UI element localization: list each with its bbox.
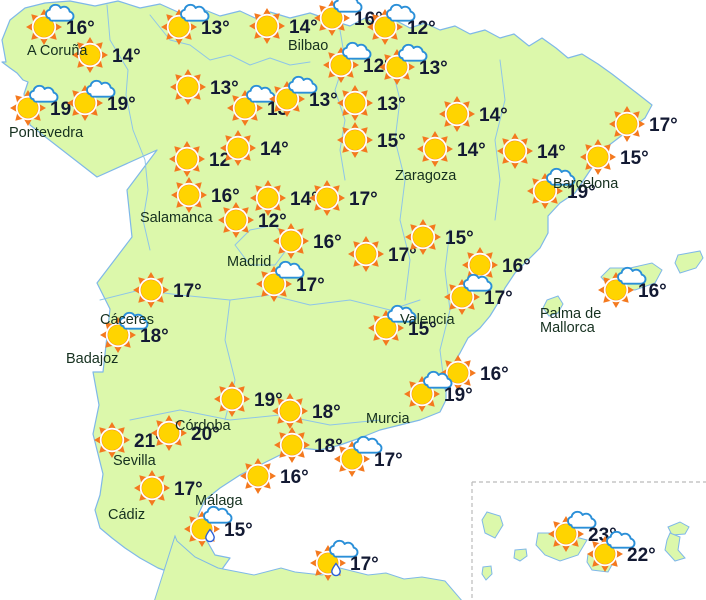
svg-text:16°: 16° <box>502 256 531 277</box>
svg-text:14°: 14° <box>479 105 508 126</box>
svg-text:14°: 14° <box>289 17 318 38</box>
svg-text:Málaga: Málaga <box>195 493 243 509</box>
svg-text:Murcia: Murcia <box>366 411 410 427</box>
svg-text:Badajoz: Badajoz <box>66 351 118 367</box>
svg-text:16°: 16° <box>638 281 667 302</box>
svg-text:16°: 16° <box>66 18 95 39</box>
svg-text:Cádiz: Cádiz <box>108 507 145 523</box>
svg-text:Córdoba: Córdoba <box>175 418 232 434</box>
svg-text:17°: 17° <box>350 554 379 575</box>
svg-text:12°: 12° <box>407 18 436 39</box>
svg-text:13°: 13° <box>419 58 448 79</box>
svg-text:12°: 12° <box>258 211 287 232</box>
svg-text:Barcelona: Barcelona <box>553 176 619 192</box>
svg-text:18°: 18° <box>314 436 343 457</box>
svg-text:15°: 15° <box>224 520 253 541</box>
svg-text:Pontevedra: Pontevedra <box>9 125 84 141</box>
svg-text:18°: 18° <box>312 402 341 423</box>
svg-text:14°: 14° <box>112 46 141 67</box>
svg-text:14°: 14° <box>537 142 566 163</box>
svg-text:Zaragoza: Zaragoza <box>395 168 457 184</box>
svg-text:15°: 15° <box>377 131 406 152</box>
svg-text:15°: 15° <box>445 228 474 249</box>
svg-text:14°: 14° <box>260 139 289 160</box>
svg-text:14°: 14° <box>457 140 486 161</box>
svg-text:Cáceres: Cáceres <box>100 312 154 328</box>
svg-text:13°: 13° <box>309 90 338 111</box>
svg-text:18°: 18° <box>140 326 169 347</box>
svg-text:Bilbao: Bilbao <box>288 38 328 54</box>
svg-text:13°: 13° <box>201 18 230 39</box>
svg-text:16°: 16° <box>313 232 342 253</box>
svg-text:Madrid: Madrid <box>227 254 271 270</box>
svg-text:A Coruña: A Coruña <box>27 43 88 59</box>
svg-text:17°: 17° <box>484 288 513 309</box>
svg-text:13°: 13° <box>377 94 406 115</box>
svg-text:22°: 22° <box>627 545 656 566</box>
svg-text:17°: 17° <box>296 275 325 296</box>
svg-text:17°: 17° <box>649 115 678 136</box>
svg-text:19°: 19° <box>107 94 136 115</box>
svg-text:Mallorca: Mallorca <box>540 320 596 336</box>
svg-text:15°: 15° <box>620 148 649 169</box>
svg-text:Sevilla: Sevilla <box>113 453 157 469</box>
svg-text:17°: 17° <box>173 281 202 302</box>
svg-text:19°: 19° <box>444 385 473 406</box>
svg-text:Salamanca: Salamanca <box>140 210 213 226</box>
svg-text:16°: 16° <box>280 467 309 488</box>
svg-text:16°: 16° <box>480 364 509 385</box>
svg-text:17°: 17° <box>349 189 378 210</box>
svg-text:17°: 17° <box>374 450 403 471</box>
svg-text:Valencia: Valencia <box>400 312 455 328</box>
